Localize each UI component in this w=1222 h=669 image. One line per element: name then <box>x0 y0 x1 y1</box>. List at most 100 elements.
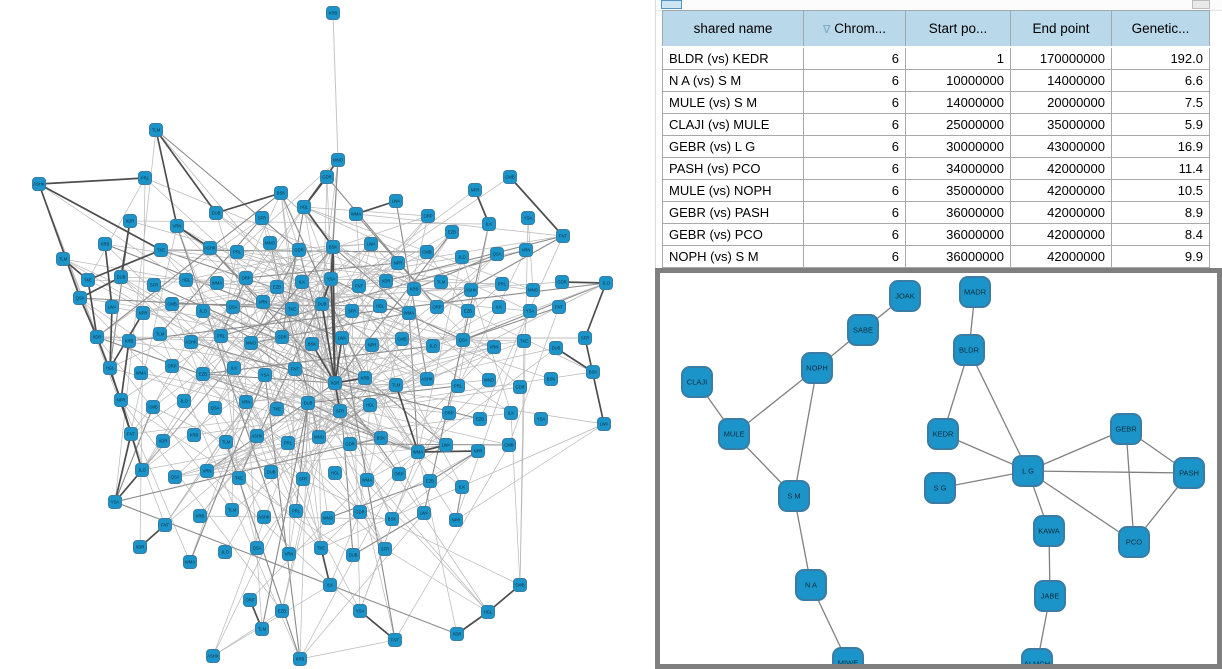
network-node[interactable]: EZB <box>275 604 289 618</box>
network-node[interactable]: FNT <box>158 518 172 532</box>
subnetwork-node-madr[interactable]: MADR <box>959 276 991 308</box>
table-cell[interactable]: 36000000 <box>905 223 1011 246</box>
table-cell[interactable]: MULE (vs) S M <box>662 91 804 114</box>
network-node[interactable]: DUB <box>209 206 223 220</box>
network-node[interactable]: HGL <box>481 605 495 619</box>
table-cell[interactable]: 6 <box>803 157 906 180</box>
network-node[interactable]: BSK <box>374 431 388 445</box>
table-cell[interactable]: 25000000 <box>905 113 1011 136</box>
network-node[interactable]: KRB <box>407 282 421 296</box>
network-node[interactable]: QSA <box>73 291 87 305</box>
network-node[interactable]: ASHK <box>206 649 220 663</box>
network-node[interactable]: TLM <box>389 378 403 392</box>
network-node[interactable]: GDR <box>513 380 527 394</box>
network-node[interactable]: QSA <box>226 300 240 314</box>
network-node[interactable]: ILK <box>295 275 309 289</box>
table-cell[interactable]: 6 <box>803 223 906 246</box>
network-node[interactable]: BSK <box>544 372 558 386</box>
network-node[interactable]: VRN <box>282 547 296 561</box>
column-header-chromosome[interactable]: ∇ Chrom... <box>803 10 906 48</box>
table-cell[interactable]: 5.9 <box>1111 113 1210 136</box>
table-cell[interactable]: 6 <box>803 201 906 224</box>
table-cell[interactable]: 42000000 <box>1010 157 1112 180</box>
network-node[interactable]: FNT <box>124 427 138 441</box>
network-node[interactable]: KRB <box>293 652 307 666</box>
table-cell[interactable]: GEBR (vs) PCO <box>662 223 804 246</box>
network-node[interactable]: NPR <box>114 393 128 407</box>
network-node[interactable]: TKE <box>285 302 299 316</box>
network-node[interactable]: FNT <box>388 633 402 647</box>
network-node[interactable]: DUB <box>301 396 315 410</box>
network-node[interactable]: GDR <box>275 330 289 344</box>
table-cell[interactable]: 6 <box>803 46 906 70</box>
table-cell[interactable]: MULE (vs) NOPH <box>662 179 804 202</box>
network-node[interactable]: CMB <box>502 438 516 452</box>
network-node[interactable]: MNO <box>321 511 335 525</box>
network-node[interactable]: WMA <box>210 276 224 290</box>
network-node[interactable]: EZB <box>473 412 487 426</box>
subnetwork-node-l-g[interactable]: L G <box>1012 455 1044 487</box>
table-cell[interactable]: 34000000 <box>905 157 1011 180</box>
table-row[interactable]: CLAJI (vs) MULE 6 25000000 35000000 5.9 <box>662 113 1210 136</box>
network-node[interactable]: NPR <box>391 256 405 270</box>
network-node[interactable]: ASHK <box>32 177 46 191</box>
network-node[interactable]: YSA <box>353 604 367 618</box>
network-node[interactable]: TLM <box>225 503 239 517</box>
network-node[interactable]: JLO <box>135 463 149 477</box>
network-node[interactable]: BSK <box>274 186 288 200</box>
network-node[interactable]: XDR <box>133 540 147 554</box>
network-node[interactable]: ASHK <box>250 429 264 443</box>
network-node[interactable]: NPR <box>365 338 379 352</box>
network-node[interactable]: JLO <box>599 276 613 290</box>
network-node[interactable]: MNO <box>526 283 540 297</box>
network-node[interactable]: EZB <box>270 280 284 294</box>
network-node[interactable]: XDR <box>450 627 464 641</box>
table-cell[interactable]: 6 <box>803 135 906 158</box>
table-cell[interactable]: 42000000 <box>1010 179 1112 202</box>
table-cell[interactable]: 30000000 <box>905 135 1011 158</box>
network-node[interactable]: KRB <box>358 371 372 385</box>
table-cell[interactable]: 20000000 <box>1010 91 1112 114</box>
network-node[interactable]: TLM <box>219 435 233 449</box>
table-cell[interactable]: 14000000 <box>905 91 1011 114</box>
network-node[interactable]: ILK <box>227 361 241 375</box>
network-node[interactable]: SFR <box>147 278 161 292</box>
network-node[interactable]: XDR <box>90 330 104 344</box>
table-row[interactable]: N A (vs) S M 6 10000000 14000000 6.6 <box>662 69 1210 92</box>
network-node[interactable]: ORP <box>442 406 456 420</box>
table-cell[interactable]: PASH (vs) PCO <box>662 157 804 180</box>
column-header-genetic[interactable]: Genetic... <box>1111 10 1210 48</box>
network-node[interactable]: TKE <box>517 334 531 348</box>
network-node[interactable]: DUB <box>315 297 329 311</box>
table-cell[interactable]: GEBR (vs) L G <box>662 135 804 158</box>
table-cell[interactable]: 42000000 <box>1010 245 1112 268</box>
table-row[interactable]: GEBR (vs) L G 6 30000000 43000000 16.9 <box>662 135 1210 158</box>
table-cell[interactable]: 35000000 <box>905 179 1011 202</box>
network-node[interactable]: TLM <box>434 275 448 289</box>
subnetwork-node-s-m[interactable]: S M <box>778 480 810 512</box>
network-node[interactable]: LWA <box>335 331 349 345</box>
table-cell[interactable]: N A (vs) S M <box>662 69 804 92</box>
network-node[interactable]: LWA <box>597 417 611 431</box>
table-cell[interactable]: 16.9 <box>1111 135 1210 158</box>
network-node[interactable]: MNO <box>263 236 277 250</box>
network-node[interactable]: SFR <box>378 542 392 556</box>
network-node[interactable]: ILK <box>492 300 506 314</box>
network-node[interactable]: PRL <box>451 379 465 393</box>
network-node[interactable]: ORP <box>239 271 253 285</box>
network-node[interactable]: SFR <box>578 331 592 345</box>
network-node[interactable]: EZB <box>196 367 210 381</box>
table-row[interactable]: MULE (vs) S M 6 14000000 20000000 7.5 <box>662 91 1210 114</box>
network-node[interactable]: VRN <box>200 464 214 478</box>
table-cell[interactable]: 43000000 <box>1010 135 1112 158</box>
table-row[interactable]: BLDR (vs) KEDR 6 1 170000000 192.0 <box>662 46 1210 70</box>
table-cell[interactable]: 35000000 <box>1010 113 1112 136</box>
subnetwork-node-joak[interactable]: JOAK <box>889 280 921 312</box>
subnetwork-node-claji[interactable]: CLAJI <box>681 366 713 398</box>
table-cell[interactable]: 8.4 <box>1111 223 1210 246</box>
table-cell[interactable]: 10.5 <box>1111 179 1210 202</box>
table-cell[interactable]: BLDR (vs) KEDR <box>662 46 804 70</box>
network-node[interactable]: NPR <box>449 513 463 527</box>
network-node[interactable]: KRB <box>193 509 207 523</box>
